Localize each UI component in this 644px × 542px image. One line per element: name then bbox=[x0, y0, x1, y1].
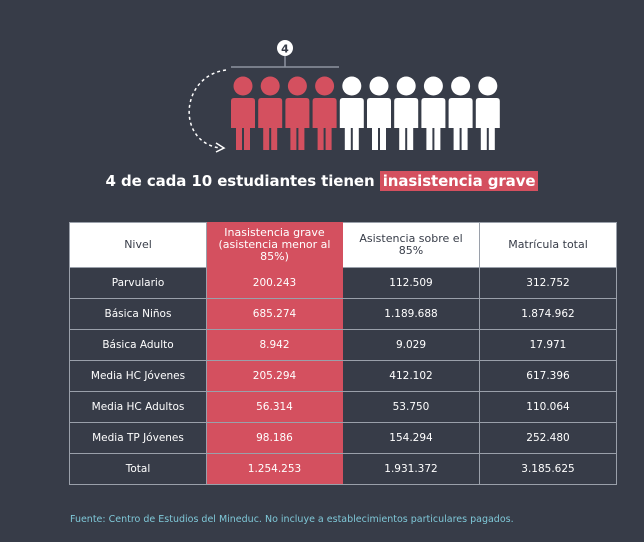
cell-inasistencia: 200.243 bbox=[206, 267, 343, 299]
table-row: Parvulario 200.243 112.509 312.752 bbox=[69, 267, 617, 299]
table-header-row: Nivel Inasistencia grave (asistencia men… bbox=[69, 222, 617, 268]
people-pictogram: 4 bbox=[188, 40, 500, 153]
table-row: Media TP Jóvenes 98.186 154.294 252.480 bbox=[69, 422, 617, 454]
arrow-head-icon bbox=[215, 142, 226, 153]
cell-nivel: Media HC Adultos bbox=[69, 391, 207, 423]
person-icon-highlighted bbox=[231, 76, 255, 150]
attendance-table: Nivel Inasistencia grave (asistencia men… bbox=[69, 222, 617, 485]
cell-matricula: 312.752 bbox=[479, 267, 617, 299]
cell-nivel: Media TP Jóvenes bbox=[69, 422, 207, 454]
callout-number: 4 bbox=[281, 43, 289, 56]
person-icon-highlighted bbox=[258, 76, 283, 150]
cell-asistencia: 154.294 bbox=[342, 422, 480, 454]
cell-inasistencia: 685.274 bbox=[206, 298, 343, 330]
cell-inasistencia: 1.254.253 bbox=[206, 453, 343, 485]
cell-nivel: Básica Adulto bbox=[69, 329, 207, 361]
cell-asistencia: 53.750 bbox=[342, 391, 480, 423]
table-row: Media HC Adultos 56.314 53.750 110.064 bbox=[69, 391, 617, 423]
cell-inasistencia: 56.314 bbox=[206, 391, 343, 423]
person-icon-highlighted bbox=[312, 76, 337, 150]
person-icon-highlighted bbox=[285, 76, 310, 150]
cell-asistencia: 9.029 bbox=[342, 329, 480, 361]
cell-nivel: Total bbox=[69, 453, 207, 485]
header-matricula: Matrícula total bbox=[479, 222, 617, 268]
cell-matricula: 617.396 bbox=[479, 360, 617, 392]
cell-matricula: 3.185.625 bbox=[479, 453, 617, 485]
cell-asistencia: 1.189.688 bbox=[342, 298, 480, 330]
cell-asistencia: 112.509 bbox=[342, 267, 480, 299]
dashed-arrow bbox=[188, 69, 227, 149]
header-asistencia: Asistencia sobre el 85% bbox=[342, 222, 480, 268]
headline-highlight: inasistencia grave bbox=[379, 171, 539, 191]
person-icon bbox=[475, 76, 500, 150]
cell-nivel: Básica Niños bbox=[69, 298, 207, 330]
cell-inasistencia: 205.294 bbox=[206, 360, 343, 392]
cell-asistencia: 412.102 bbox=[342, 360, 480, 392]
table-row: Media HC Jóvenes 205.294 412.102 617.396 bbox=[69, 360, 617, 392]
person-icon bbox=[367, 76, 391, 150]
table-row-total: Total 1.254.253 1.931.372 3.185.625 bbox=[69, 453, 617, 485]
person-icon bbox=[394, 76, 419, 150]
headline-prefix: 4 de cada 10 estudiantes tienen bbox=[105, 172, 375, 190]
cell-matricula: 1.874.962 bbox=[479, 298, 617, 330]
table-row: Básica Niños 685.274 1.189.688 1.874.962 bbox=[69, 298, 617, 330]
callout-badge bbox=[277, 40, 293, 56]
cell-nivel: Parvulario bbox=[69, 267, 207, 299]
header-inasistencia-grave: Inasistencia grave (asistencia menor al … bbox=[206, 222, 343, 268]
headline: 4 de cada 10 estudiantes tienen inasiste… bbox=[0, 171, 644, 191]
header-nivel: Nivel bbox=[69, 222, 207, 268]
person-icon bbox=[339, 76, 364, 150]
cell-asistencia: 1.931.372 bbox=[342, 453, 480, 485]
cell-matricula: 110.064 bbox=[479, 391, 617, 423]
cell-nivel: Media HC Jóvenes bbox=[69, 360, 207, 392]
table-row: Básica Adulto 8.942 9.029 17.971 bbox=[69, 329, 617, 361]
cell-matricula: 17.971 bbox=[479, 329, 617, 361]
person-icon bbox=[421, 76, 446, 150]
person-icon bbox=[448, 76, 473, 150]
cell-matricula: 252.480 bbox=[479, 422, 617, 454]
cell-inasistencia: 98.186 bbox=[206, 422, 343, 454]
people-group bbox=[231, 76, 500, 150]
cell-inasistencia: 8.942 bbox=[206, 329, 343, 361]
source-note: Fuente: Centro de Estudios del Mineduc. … bbox=[70, 514, 514, 525]
